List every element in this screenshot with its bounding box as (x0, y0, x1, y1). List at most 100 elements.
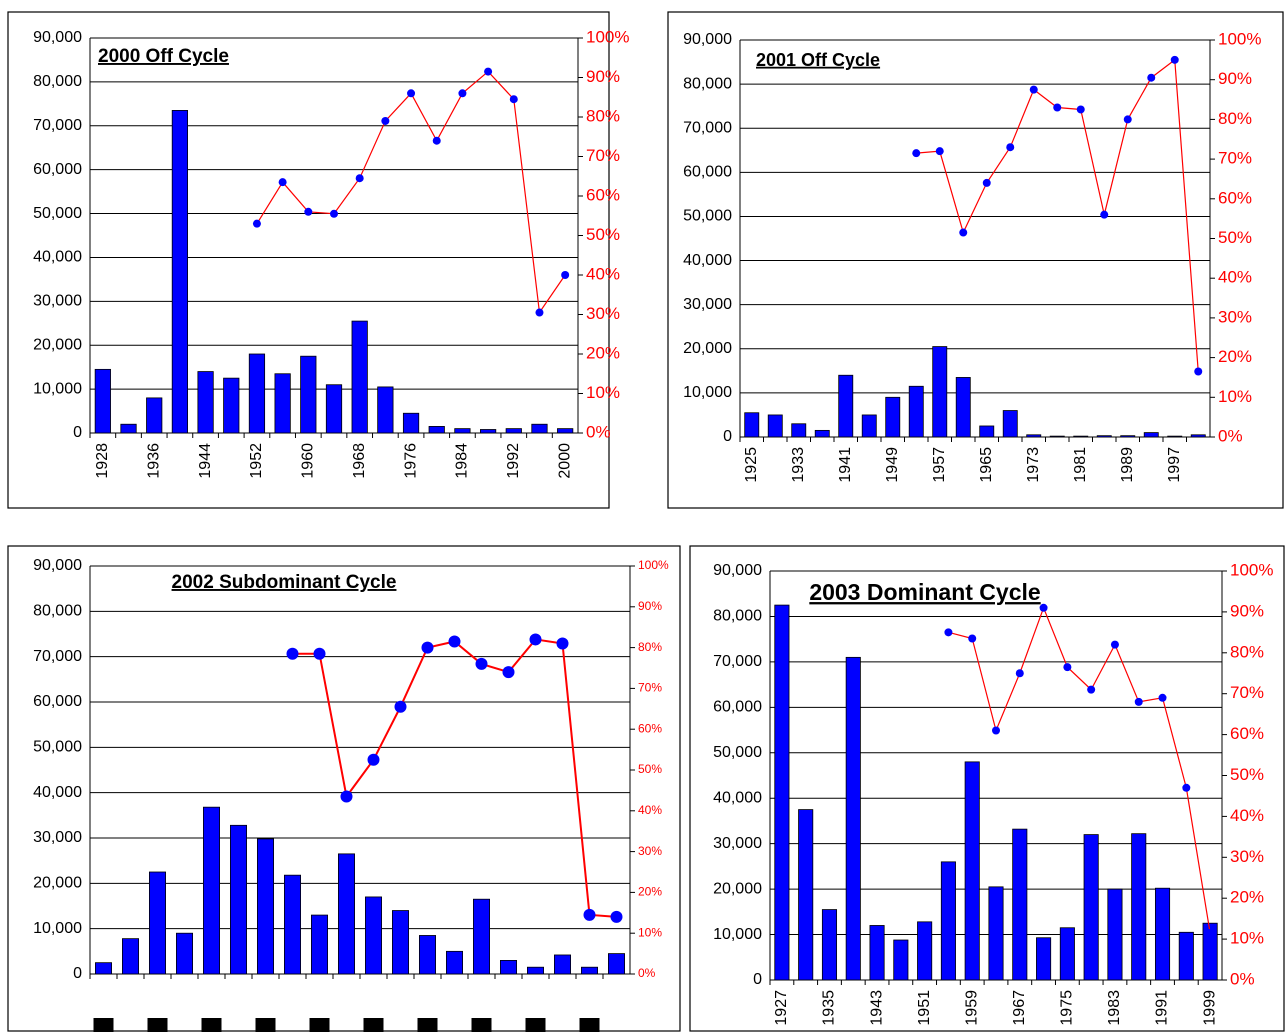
x-tick-label: 1949 (884, 447, 901, 483)
line-marker (982, 178, 991, 187)
y2-tick-label: 80% (1230, 642, 1264, 661)
line-marker (1053, 103, 1062, 112)
bar (364, 896, 382, 975)
line-marker (1063, 663, 1072, 672)
bar (821, 909, 838, 981)
line-marker (304, 207, 313, 216)
y2-tick-label: 0% (1230, 969, 1255, 988)
y2-tick-label: 20% (638, 885, 662, 899)
bar (1073, 435, 1089, 438)
line-marker (509, 95, 518, 104)
y2-tick-label: 70% (586, 146, 620, 165)
line-marker (1194, 367, 1203, 376)
line-marker (1029, 85, 1038, 94)
bar (1036, 937, 1052, 981)
y-tick-label: 80,000 (33, 73, 82, 90)
y2-tick-label: 90% (586, 67, 620, 86)
y2-tick-label: 90% (1218, 69, 1252, 88)
bar (1096, 435, 1112, 438)
line-marker (355, 174, 364, 183)
y-tick-label: 0 (753, 971, 762, 988)
line-series (948, 606, 1211, 934)
y2-tick-label: 100% (586, 27, 629, 46)
y2-tick-label: 60% (586, 185, 620, 204)
x-tick-label: 1959 (963, 990, 980, 1026)
y2-tick-label: 30% (1218, 307, 1252, 326)
bar (554, 954, 572, 975)
line-marker (475, 657, 488, 670)
y-tick-label: 20,000 (33, 336, 82, 353)
bar (377, 386, 394, 434)
y2-tick-label: 0% (1218, 426, 1243, 445)
line-marker (367, 753, 380, 766)
y2-tick-label: 90% (638, 599, 662, 613)
y2-tick-label: 30% (638, 844, 662, 858)
line-marker (381, 116, 390, 125)
line-marker (556, 637, 569, 650)
line-marker (1087, 685, 1096, 694)
y2-tick-label: 10% (638, 925, 662, 939)
bar (1178, 931, 1194, 981)
bar (1190, 434, 1206, 438)
y2-tick-label: 100% (638, 558, 669, 572)
bar (300, 355, 317, 434)
bar (1002, 410, 1018, 438)
bar (531, 423, 548, 434)
x-tick-label: 1936 (145, 443, 162, 479)
bar (479, 429, 497, 434)
y-tick-label: 70,000 (33, 648, 82, 665)
obscured-label (579, 1018, 600, 1032)
y2-tick-label: 40% (638, 803, 662, 817)
y2-tick-label: 10% (1230, 929, 1264, 948)
line-marker (583, 908, 596, 921)
y2-tick-label: 100% (1230, 560, 1273, 579)
line-marker (1158, 693, 1167, 702)
chart-frame (667, 11, 1284, 509)
y-tick-label: 30,000 (713, 835, 762, 852)
y2-tick-label: 70% (1218, 149, 1252, 168)
bar (197, 371, 214, 434)
x-tick-label: 1968 (351, 443, 368, 479)
line-marker (935, 147, 944, 156)
y-tick-label: 80,000 (713, 608, 762, 625)
line-marker (1134, 697, 1143, 706)
chart-title: 2001 Off Cycle (756, 50, 880, 70)
y2-tick-label: 30% (1230, 847, 1264, 866)
y-tick-label: 30,000 (683, 296, 732, 313)
line-marker (1182, 783, 1191, 792)
bar (798, 809, 814, 981)
y-tick-label: 0 (73, 965, 82, 982)
bar (445, 950, 463, 975)
bar (248, 353, 266, 434)
y2-tick-label: 70% (1230, 683, 1264, 702)
x-tick-label: 1999 (1201, 990, 1218, 1026)
bar (791, 423, 807, 438)
line-marker (535, 308, 544, 317)
chart-frame (7, 11, 610, 509)
y2-tick-label: 60% (1230, 724, 1264, 743)
bar (608, 953, 626, 975)
chart-title: 2000 Off Cycle (98, 46, 229, 67)
y2-tick-label: 10% (1218, 387, 1252, 406)
bar (454, 428, 471, 434)
bar (845, 656, 861, 981)
y-tick-label: 60,000 (33, 693, 82, 710)
y2-tick-label: 0% (586, 422, 611, 441)
x-tick-label: 1952 (248, 443, 265, 479)
y-tick-label: 40,000 (33, 249, 82, 266)
bar (893, 939, 909, 981)
obscured-label (93, 1018, 114, 1032)
y2-tick-label: 80% (586, 106, 620, 125)
y2-tick-label: 0% (638, 966, 656, 980)
line-marker (1206, 928, 1215, 937)
bar (964, 761, 980, 981)
y-tick-label: 10,000 (713, 926, 762, 943)
bar (1083, 834, 1099, 981)
y2-tick-label: 70% (638, 681, 662, 695)
bar (1154, 887, 1171, 981)
y-tick-label: 70,000 (713, 653, 762, 670)
line-marker (448, 635, 461, 648)
x-tick-label: 1944 (197, 443, 214, 479)
bar (148, 871, 166, 975)
y-tick-label: 90,000 (33, 29, 82, 46)
